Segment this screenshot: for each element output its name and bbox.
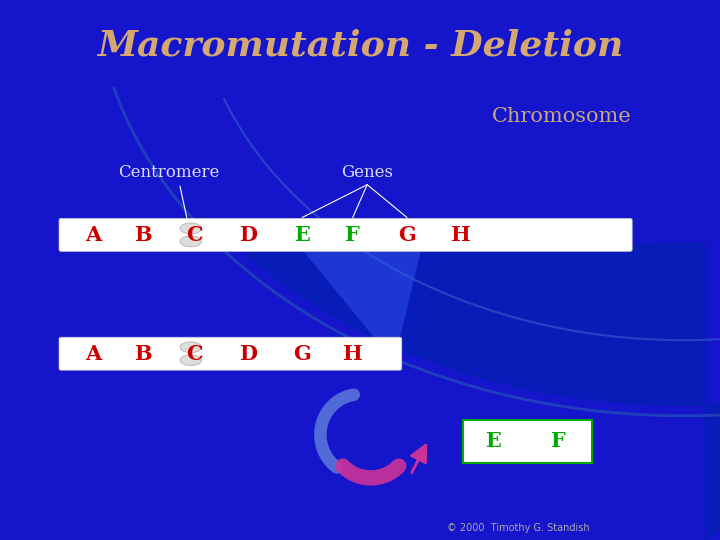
Text: D: D: [239, 343, 258, 364]
Text: B: B: [134, 225, 151, 245]
Text: G: G: [398, 225, 415, 245]
Polygon shape: [302, 249, 421, 369]
Text: G: G: [294, 343, 311, 364]
Ellipse shape: [180, 355, 202, 366]
Text: B: B: [134, 343, 151, 364]
Text: H: H: [343, 343, 363, 364]
FancyBboxPatch shape: [463, 420, 592, 463]
Polygon shape: [243, 48, 720, 540]
FancyBboxPatch shape: [59, 219, 632, 252]
Text: C: C: [186, 225, 203, 245]
Ellipse shape: [180, 342, 202, 353]
Text: A: A: [86, 225, 102, 245]
Text: C: C: [186, 343, 203, 364]
Text: Macromutation - Deletion: Macromutation - Deletion: [97, 29, 623, 63]
Text: F: F: [551, 431, 565, 451]
Text: F: F: [346, 225, 360, 245]
Text: Genes: Genes: [341, 164, 393, 181]
Text: Centromere: Centromere: [119, 164, 220, 181]
Text: E: E: [485, 431, 501, 451]
Text: H: H: [451, 225, 471, 245]
Text: A: A: [86, 343, 102, 364]
Text: Chromosome: Chromosome: [492, 106, 631, 126]
Ellipse shape: [180, 236, 202, 247]
FancyBboxPatch shape: [59, 337, 402, 370]
Text: E: E: [294, 225, 310, 245]
Text: D: D: [239, 225, 258, 245]
Ellipse shape: [180, 223, 202, 234]
Text: © 2000  Timothy G. Standish: © 2000 Timothy G. Standish: [447, 523, 590, 533]
